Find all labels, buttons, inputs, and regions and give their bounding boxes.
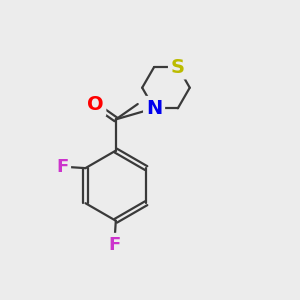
Text: S: S — [171, 58, 185, 76]
Text: F: F — [108, 236, 121, 253]
Text: F: F — [56, 158, 68, 175]
Text: O: O — [87, 95, 103, 114]
Text: N: N — [146, 99, 162, 118]
